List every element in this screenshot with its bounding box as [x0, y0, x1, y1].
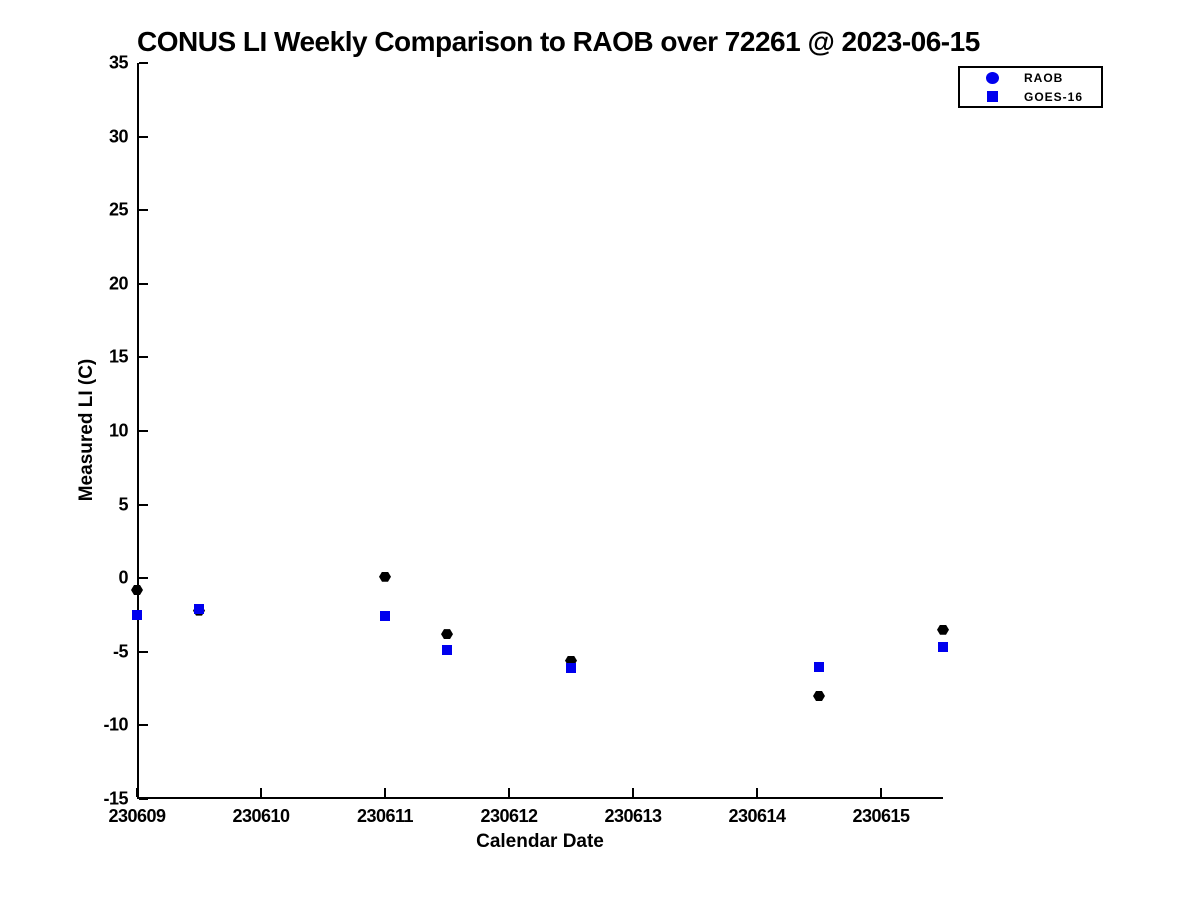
legend-entry-raob: RAOB — [960, 68, 1101, 87]
y-tick — [139, 650, 148, 653]
data-point-goes16 — [442, 645, 452, 656]
data-point-raob — [813, 690, 825, 701]
data-point-raob — [131, 584, 143, 595]
x-tick — [880, 788, 882, 797]
x-tick-label: 230609 — [108, 806, 166, 826]
y-tick — [139, 282, 148, 285]
y-tick — [139, 503, 148, 506]
data-point-goes16 — [814, 661, 824, 672]
x-tick — [136, 788, 138, 797]
y-axis-spine — [137, 63, 139, 799]
data-point-goes16 — [938, 642, 948, 653]
legend: RAOB GOES-16 — [958, 66, 1103, 108]
y-tick-label: 10 — [108, 420, 129, 441]
data-point-raob — [441, 629, 453, 640]
data-point-goes16 — [132, 610, 142, 620]
y-tick — [139, 62, 148, 64]
y-tick-label: -15 — [103, 788, 128, 809]
data-point-raob — [937, 624, 949, 635]
y-tick — [139, 356, 148, 359]
x-tick — [632, 788, 634, 797]
y-tick — [139, 430, 148, 432]
x-axis-label: Calendar Date — [476, 831, 604, 852]
x-tick-label: 230612 — [480, 806, 538, 826]
data-point-raob — [565, 655, 577, 666]
x-tick-label: 230611 — [356, 806, 414, 826]
y-tick-label: 30 — [108, 126, 129, 147]
y-tick — [139, 135, 148, 138]
raob-circle-icon — [985, 71, 999, 84]
x-tick — [756, 788, 758, 797]
x-tick — [260, 788, 262, 797]
data-point-goes16 — [194, 604, 204, 615]
legend-label-goes16: GOES-16 — [1024, 89, 1084, 104]
y-tick-label: -10 — [103, 714, 128, 735]
y-tick-label: 15 — [108, 346, 129, 367]
y-tick — [139, 724, 148, 727]
x-tick-label: 230614 — [728, 806, 786, 826]
data-point-goes16 — [380, 611, 390, 622]
x-tick-label: 230613 — [604, 806, 662, 826]
y-tick-label: 20 — [108, 273, 129, 294]
plot-area: 35 30 25 20 15 10 5 0 -5 -10 -15 230609 230610 230611… — [103, 53, 949, 826]
data-point-goes16 — [566, 662, 576, 673]
data-point-raob — [379, 571, 391, 582]
y-tick-label: -5 — [112, 641, 129, 662]
x-tick-label: 230615 — [852, 806, 910, 826]
chart-title: CONUS LI Weekly Comparison to RAOB over … — [137, 26, 980, 57]
legend-entry-goes16: GOES-16 — [960, 87, 1101, 106]
y-tick — [139, 209, 148, 212]
y-tick — [139, 798, 148, 800]
y-axis-label: Measured LI (C) — [76, 358, 97, 502]
y-tick-label: 25 — [108, 199, 129, 220]
legend-label-raob: RAOB — [1024, 70, 1064, 85]
x-tick — [508, 788, 510, 797]
y-tick-label: 35 — [108, 52, 129, 73]
y-tick-label: 5 — [118, 494, 128, 515]
x-axis-spine — [137, 797, 943, 799]
goes16-square-icon — [986, 91, 998, 102]
y-tick-label: 0 — [118, 567, 128, 588]
y-tick — [139, 577, 148, 580]
x-tick-label: 230610 — [232, 806, 290, 826]
x-tick — [384, 788, 386, 797]
